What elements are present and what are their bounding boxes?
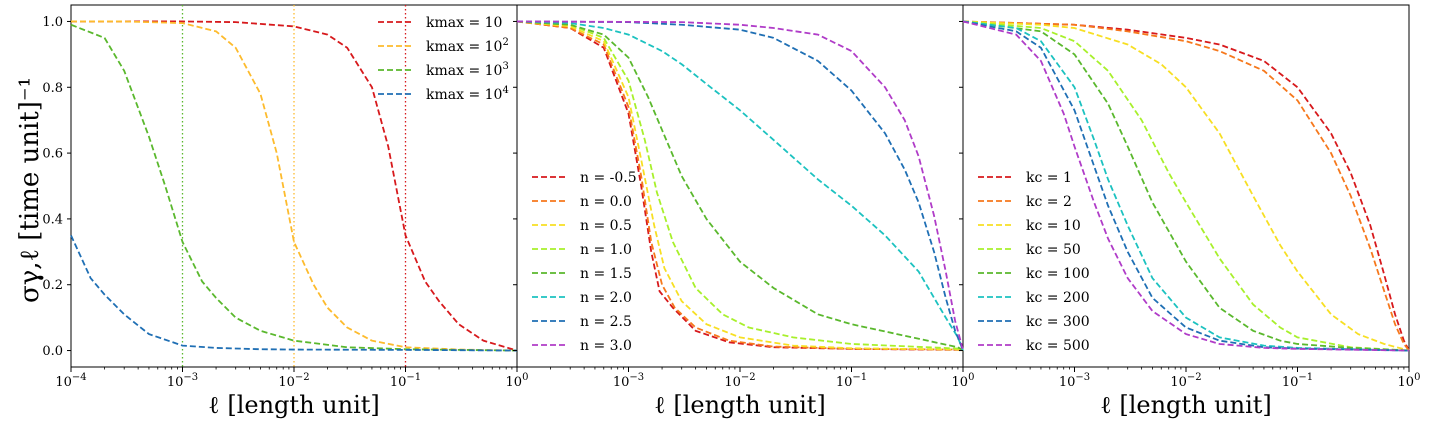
x-tick-label: 10−1 <box>1282 372 1313 390</box>
x-axis-label: ℓ [length unit] <box>208 391 380 419</box>
x-tick-label: 100 <box>506 372 529 390</box>
legend-3: kc = 1 kc = 2 kc = 10 kc = 50 kc = 100 kc = 2… <box>978 170 1090 354</box>
series-line <box>962 20 1410 352</box>
series-line <box>516 20 964 352</box>
y-tick-label: 0.8 <box>42 81 63 96</box>
series-line <box>962 20 1410 352</box>
legend-label: kmax = 102 <box>426 37 509 55</box>
series-line <box>516 20 964 351</box>
y-tick-label: 1.0 <box>42 15 63 30</box>
x-tick-label: 10−2 <box>724 372 755 390</box>
series-line <box>962 20 1410 351</box>
legend-label: kc = 500 <box>1026 338 1090 354</box>
series-line <box>516 20 964 351</box>
x-tick-label: 10−1 <box>836 372 867 390</box>
series-line <box>516 20 964 352</box>
legend-label: kc = 300 <box>1026 314 1090 330</box>
legend-label: kmax = 10 <box>426 15 502 31</box>
legend-label: n = 1.5 <box>580 266 632 282</box>
x-tick-label: 10−2 <box>1170 372 1201 390</box>
legend-label: n = 0.5 <box>580 218 632 234</box>
x-tick-label: 100 <box>1398 372 1421 390</box>
legend-label: kmax = 104 <box>426 85 509 103</box>
legend-label: n = 2.0 <box>580 290 632 306</box>
legend-label: kc = 1 <box>1026 170 1072 186</box>
series-line <box>962 20 1410 352</box>
legend-label: kc = 200 <box>1026 290 1090 306</box>
series-line <box>962 20 1410 352</box>
y-axis-label: σγ,ℓ [time unit]⁻¹ <box>15 77 45 303</box>
series-line <box>516 20 964 351</box>
x-tick-label: 10−3 <box>613 372 644 390</box>
x-tick-label: 10−3 <box>1059 372 1090 390</box>
x-tick-label: 10−3 <box>167 372 198 390</box>
x-tick-label: 10−2 <box>278 372 309 390</box>
legend-label: kc = 10 <box>1026 218 1081 234</box>
x-tick-label: 10−1 <box>390 372 421 390</box>
series-line <box>71 20 518 352</box>
series-line <box>516 20 964 352</box>
legend-2: n = -0.5 n = 0.0 n = 0.5 n = 1.0 n = 1.5 n = … <box>532 170 637 354</box>
y-tick-label: 0.0 <box>42 344 63 359</box>
legend-label: kc = 2 <box>1026 194 1072 210</box>
legend-label: kmax = 103 <box>426 61 509 79</box>
legend-label: kc = 50 <box>1026 242 1081 258</box>
panel-3-frame <box>962 4 1410 368</box>
series-line <box>70 234 518 352</box>
x-tick-label: 100 <box>952 372 975 390</box>
series-line <box>962 20 1410 352</box>
plot-layer: 0.0 0.2 0.4 0.6 0.8 1.0 10−4 10−3 10−2 10−1 100 ℓ [… <box>42 5 1420 419</box>
legend-label: n = 2.5 <box>580 314 632 330</box>
series-line <box>962 20 1410 352</box>
legend-label: kc = 100 <box>1026 266 1090 282</box>
x-axis-label: ℓ [length unit] <box>1100 391 1272 419</box>
panel-1: 0.0 0.2 0.4 0.6 0.8 1.0 10−4 10−3 10−2 10−1 100 ℓ [… <box>42 5 528 419</box>
y-tick-label: 0.4 <box>42 212 63 227</box>
legend-label: n = 0.0 <box>580 194 632 210</box>
x-axis-label: ℓ [length unit] <box>654 391 826 419</box>
y-tick-label: 0.2 <box>42 278 63 293</box>
legend-label: n = 1.0 <box>580 242 632 258</box>
panel-2-frame <box>516 4 964 368</box>
x-tick-label: 10−4 <box>55 372 86 390</box>
y-tick-label: 0.6 <box>42 147 63 162</box>
legend-label: n = 3.0 <box>580 338 632 354</box>
series-line <box>962 20 1410 352</box>
legend-1: kmax = 10 kmax = 102 kmax = 103 kmax = 104 <box>378 15 509 103</box>
legend-label: n = -0.5 <box>580 170 637 186</box>
series-line <box>70 23 518 352</box>
